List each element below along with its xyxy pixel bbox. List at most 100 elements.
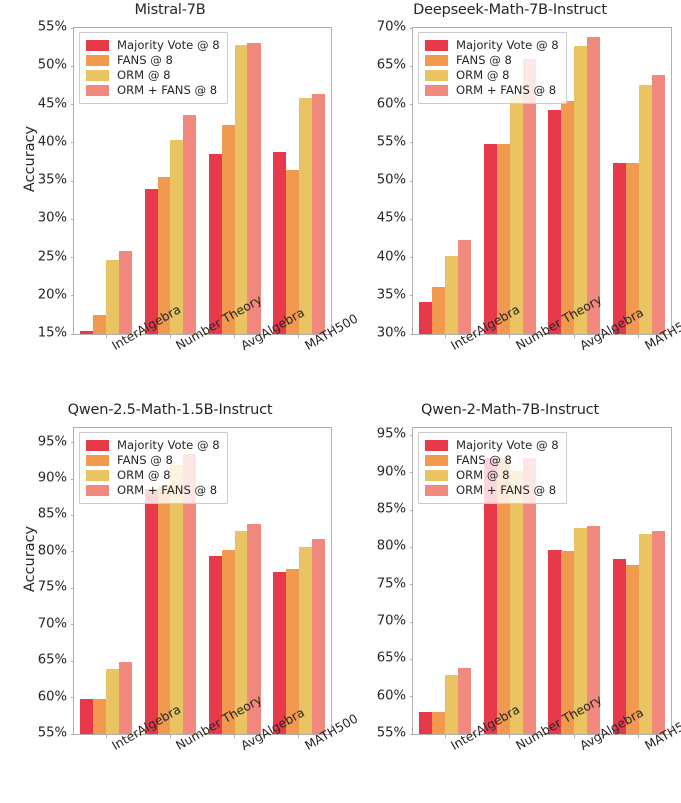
y-tick-mark	[70, 180, 74, 182]
chart-legend: Majority Vote @ 8 FANS @ 8 ORM @ 8 ORM + FA…	[79, 32, 228, 104]
legend-swatch-icon	[86, 485, 109, 496]
x-tick-mark	[509, 734, 511, 738]
bar	[298, 546, 313, 734]
y-tick-label: 90%	[376, 464, 406, 480]
y-tick-mark	[70, 295, 74, 297]
bar	[80, 330, 94, 334]
y-tick-label: 95%	[37, 434, 67, 450]
legend-swatch-icon	[425, 455, 448, 466]
y-tick-label: 85%	[37, 506, 67, 522]
y-tick-label: 85%	[376, 501, 406, 517]
y-tick-mark	[409, 434, 413, 437]
plot-area: Majority Vote @ 8 FANS @ 8 ORM @ 8 ORM + FA…	[70, 27, 332, 338]
plot-clip	[413, 428, 671, 734]
legend-swatch-icon	[86, 55, 109, 66]
y-tick-label: 50%	[376, 172, 406, 188]
bar	[311, 538, 325, 734]
y-tick-label: 20%	[37, 287, 67, 303]
y-tick-mark	[409, 472, 413, 474]
legend-label: ORM + FANS @ 8	[117, 82, 218, 97]
y-tick-label: 55%	[376, 134, 406, 150]
legend-swatch-icon	[425, 85, 448, 96]
bar	[509, 94, 524, 334]
y-tick-mark	[409, 696, 413, 698]
y-tick-mark	[70, 660, 74, 662]
x-tick-mark	[234, 334, 236, 338]
bar	[208, 154, 223, 334]
y-tick-mark	[70, 27, 74, 29]
y-tick-label: 95%	[376, 426, 406, 442]
legend-entry: FANS @ 8	[425, 453, 559, 468]
chart-panel-qwen-2-math-7b-instruct: Qwen-2-Math-7B-Instruct Majority Vote @ 8…	[340, 400, 681, 801]
bar	[522, 457, 536, 734]
bar	[445, 255, 459, 334]
y-tick-label: 55%	[376, 725, 406, 741]
legend-entry: ORM + FANS @ 8	[86, 83, 220, 98]
legend-label: ORM @ 8	[117, 67, 171, 82]
bar	[234, 531, 248, 734]
y-tick-mark	[409, 142, 413, 144]
legend-label: Majority Vote @ 8	[117, 437, 220, 452]
x-tick-mark	[234, 734, 236, 738]
y-tick-mark	[70, 697, 74, 699]
bar	[106, 259, 120, 334]
y-tick-label: 35%	[376, 287, 406, 303]
bar	[574, 46, 588, 334]
legend-entry: Majority Vote @ 8	[425, 38, 559, 53]
chart-title: Qwen-2-Math-7B-Instruct	[421, 402, 599, 418]
bar	[286, 170, 300, 334]
y-tick-mark	[409, 509, 413, 511]
y-tick-label: 70%	[37, 616, 67, 632]
legend-label: ORM @ 8	[117, 467, 171, 482]
bar	[458, 667, 472, 734]
legend-label: ORM @ 8	[456, 67, 510, 82]
bar	[574, 528, 588, 734]
bar	[432, 287, 446, 334]
legend-swatch-icon	[86, 70, 109, 81]
bar	[445, 675, 459, 734]
x-tick-mark	[169, 734, 171, 738]
legend-entry: ORM + FANS @ 8	[425, 83, 559, 98]
x-tick-mark	[298, 734, 300, 738]
chart-legend: Majority Vote @ 8 FANS @ 8 ORM @ 8 ORM + FA…	[418, 432, 567, 504]
bar	[483, 144, 498, 334]
y-tick-label: 75%	[376, 576, 406, 592]
legend-swatch-icon	[425, 55, 448, 66]
bar	[419, 712, 433, 734]
plot-clip	[74, 428, 331, 734]
y-tick-label: 35%	[37, 172, 67, 188]
bar	[638, 533, 653, 734]
legend-swatch-icon	[425, 485, 448, 496]
legend-swatch-icon	[86, 40, 109, 51]
bar	[496, 457, 511, 734]
legend-label: FANS @ 8	[456, 452, 512, 467]
x-tick-mark	[105, 334, 107, 338]
bar	[548, 109, 562, 334]
y-axis-label: Accuracy	[22, 525, 38, 593]
bar	[561, 100, 575, 334]
y-tick-label: 40%	[37, 134, 67, 150]
legend-entry: Majority Vote @ 8	[86, 438, 220, 453]
bar	[548, 549, 562, 734]
bar	[522, 58, 536, 334]
legend-entry: Majority Vote @ 8	[425, 438, 559, 453]
legend-label: Majority Vote @ 8	[456, 437, 559, 452]
y-tick-label: 75%	[37, 579, 67, 595]
y-tick-mark	[409, 733, 413, 735]
bar	[458, 239, 472, 334]
legend-label: Majority Vote @ 8	[117, 37, 220, 52]
chart-title: Deepseek-Math-7B-Instruct	[413, 2, 607, 18]
y-tick-mark	[70, 733, 74, 735]
bar	[638, 84, 653, 334]
bar	[419, 301, 433, 334]
y-tick-mark	[409, 546, 413, 548]
legend-entry: ORM + FANS @ 8	[86, 483, 220, 498]
chart-panel-mistral-7b: Mistral-7B Majority Vote @ 8 FANS @ 8 ORM @…	[0, 0, 360, 401]
legend-swatch-icon	[425, 70, 448, 81]
bar	[612, 162, 627, 334]
y-tick-label: 70%	[376, 613, 406, 629]
bar	[509, 470, 524, 734]
y-axis-label: Accuracy	[22, 125, 38, 193]
bar	[651, 75, 665, 334]
bar	[221, 125, 236, 334]
